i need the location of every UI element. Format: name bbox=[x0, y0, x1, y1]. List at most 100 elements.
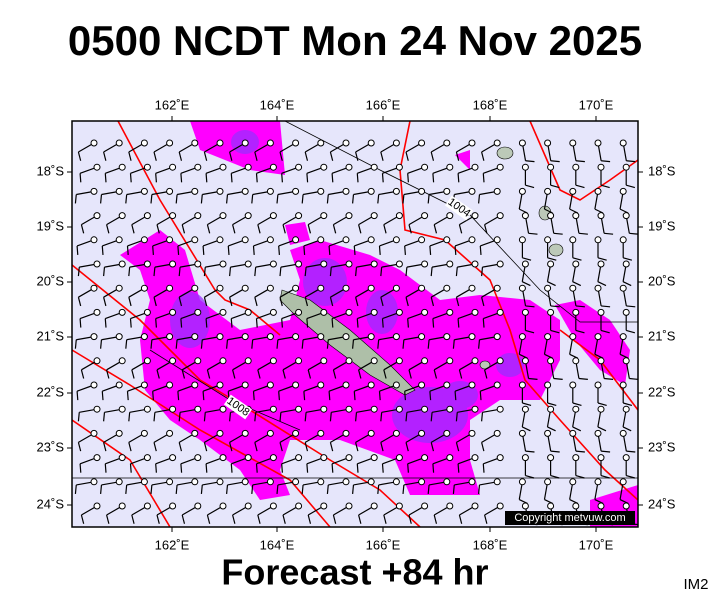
axes: 162˚E 162˚E 164˚E 164˚E 166˚E 166˚E 168˚E 168˚E… bbox=[37, 97, 676, 552]
barb-station bbox=[115, 284, 123, 292]
wind-barb bbox=[619, 284, 636, 308]
barb-feather bbox=[547, 426, 556, 432]
barb-station bbox=[392, 139, 400, 147]
barb-station bbox=[418, 478, 426, 486]
barb-station bbox=[241, 187, 249, 195]
wind-barb bbox=[226, 187, 249, 204]
wind-barb bbox=[150, 333, 174, 349]
barb-feather bbox=[328, 245, 331, 255]
barb-station bbox=[569, 187, 577, 195]
wind-barb bbox=[429, 381, 451, 401]
wind-barb bbox=[131, 212, 151, 234]
barb-station bbox=[143, 163, 151, 171]
barb-feather bbox=[74, 194, 77, 204]
barb-station bbox=[443, 139, 451, 147]
wind-barb bbox=[276, 333, 300, 349]
barb-station bbox=[320, 454, 328, 462]
wind-barb bbox=[458, 502, 479, 524]
barb-feather bbox=[328, 391, 331, 401]
barb-feather bbox=[230, 173, 233, 183]
wind-barb bbox=[328, 236, 350, 255]
barb-station bbox=[241, 381, 249, 389]
barb-station bbox=[292, 333, 300, 341]
wind-barb bbox=[597, 260, 607, 287]
wind-barb bbox=[521, 405, 531, 432]
wind-barb bbox=[594, 429, 611, 453]
wind-barb bbox=[180, 454, 202, 473]
barb-feather bbox=[304, 151, 309, 161]
barb-station bbox=[370, 502, 378, 510]
barb-feather bbox=[101, 391, 104, 401]
wind-barb bbox=[103, 260, 126, 277]
barb-station bbox=[219, 163, 227, 171]
barb-feather bbox=[458, 369, 463, 379]
wind-barb bbox=[202, 381, 224, 401]
barb-feather bbox=[383, 514, 387, 524]
barb-station bbox=[446, 502, 454, 510]
wind-barb bbox=[205, 163, 227, 183]
barb-feather bbox=[484, 224, 488, 234]
barb-feather bbox=[601, 160, 611, 163]
barb-station bbox=[320, 405, 328, 413]
wind-barb bbox=[572, 212, 588, 235]
barb-feather bbox=[380, 297, 384, 307]
barb-feather bbox=[153, 442, 157, 452]
barb-station bbox=[619, 139, 627, 147]
barb-station bbox=[194, 454, 202, 462]
barb-feather bbox=[77, 297, 82, 307]
barb-feather bbox=[405, 151, 409, 161]
barb-station bbox=[547, 260, 555, 268]
barb-station bbox=[395, 502, 403, 510]
barb-feather bbox=[629, 232, 638, 235]
barb-station bbox=[295, 163, 303, 171]
barb-station bbox=[115, 333, 123, 341]
barb-feather bbox=[103, 267, 106, 277]
barb-station bbox=[597, 163, 605, 171]
wind-barb bbox=[329, 284, 350, 307]
barb-station bbox=[219, 260, 227, 268]
barb-feather bbox=[276, 339, 279, 349]
barb-feather bbox=[206, 369, 211, 379]
wind-barb bbox=[521, 212, 538, 235]
barb-station bbox=[572, 260, 580, 268]
barb-feather bbox=[550, 160, 560, 163]
lat-label: 19˚S bbox=[37, 218, 65, 233]
barb-feather bbox=[405, 412, 408, 422]
wind-barb bbox=[180, 308, 202, 328]
wind-barb bbox=[156, 212, 177, 234]
wind-barb bbox=[232, 212, 252, 234]
barb-station bbox=[572, 212, 580, 220]
barb-feather bbox=[629, 377, 638, 380]
barb-feather bbox=[304, 297, 309, 307]
barb-feather bbox=[547, 281, 556, 287]
barb-feather bbox=[126, 245, 129, 255]
barb-station bbox=[194, 308, 202, 316]
wind-barb bbox=[432, 454, 454, 473]
barb-station bbox=[194, 163, 202, 171]
barb-station bbox=[219, 308, 227, 316]
wind-barb bbox=[101, 381, 123, 401]
wind-barb bbox=[380, 284, 400, 307]
barb-station bbox=[521, 357, 529, 365]
barb-feather bbox=[525, 184, 535, 189]
wind-barb bbox=[131, 502, 151, 524]
barb-feather bbox=[74, 484, 77, 494]
wind-barb bbox=[128, 260, 151, 277]
wind-barb bbox=[181, 212, 202, 234]
wind-barb bbox=[153, 284, 174, 307]
barb-station bbox=[345, 260, 353, 268]
barb-feather bbox=[407, 318, 409, 328]
barb-station bbox=[493, 284, 501, 292]
wind-barb bbox=[408, 212, 429, 234]
wind-barb bbox=[569, 236, 582, 261]
barb-station bbox=[622, 502, 630, 510]
wind-barb bbox=[482, 308, 504, 328]
barb-feather bbox=[600, 329, 610, 334]
wind-barb bbox=[276, 478, 300, 494]
wind-barb bbox=[622, 357, 638, 380]
barb-station bbox=[317, 187, 325, 195]
barb-station bbox=[518, 139, 526, 147]
wind-barb bbox=[481, 139, 501, 161]
barb-feather bbox=[80, 514, 85, 524]
barb-station bbox=[191, 139, 199, 147]
